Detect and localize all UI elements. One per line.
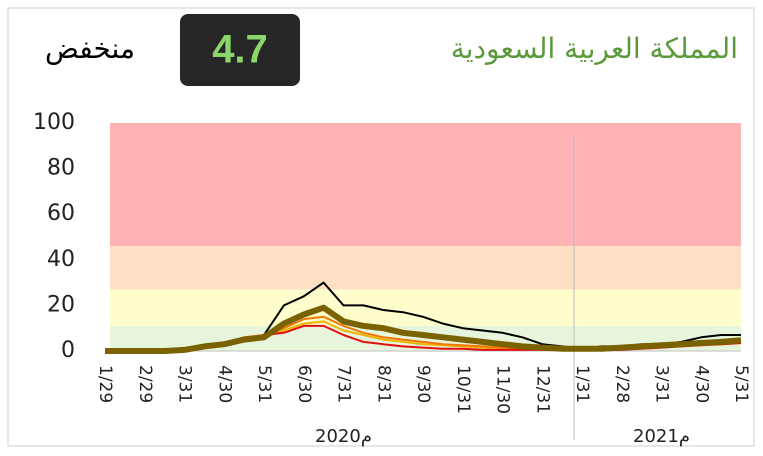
x-tick-label: 7/31	[334, 365, 354, 403]
x-tick-label: 1/29	[95, 365, 115, 403]
x-tick-label: 6/30	[294, 365, 314, 403]
y-tick-label: 40	[47, 247, 75, 272]
chart-title: المملكة العربية السعودية	[451, 32, 738, 65]
y-tick-label: 0	[61, 338, 75, 363]
year-label: 2020م	[315, 426, 372, 447]
series-line	[105, 304, 742, 354]
y-tick-label: 20	[47, 292, 75, 317]
x-tick-label: 8/31	[373, 365, 393, 403]
band	[110, 289, 741, 326]
x-tick-label: 10/31	[453, 365, 473, 414]
x-tick-label: 1/31	[572, 365, 592, 403]
x-tick-label: 5/31	[254, 365, 274, 403]
x-tick-label: 2/29	[135, 365, 155, 403]
x-tick-label: 2/28	[612, 365, 632, 403]
x-tick-label: 3/31	[175, 365, 195, 403]
status-label: منخفض	[45, 32, 135, 65]
x-tick-label: 4/30	[691, 365, 711, 403]
band	[110, 123, 741, 247]
value-box	[180, 14, 300, 86]
x-tick-label: 4/30	[214, 365, 234, 403]
band	[110, 246, 741, 290]
x-tick-label: 11/30	[493, 365, 513, 414]
y-tick-label: 100	[33, 110, 75, 135]
year-label: 2021م	[633, 426, 690, 447]
y-tick-label: 80	[47, 156, 75, 181]
x-tick-label: 12/31	[532, 365, 552, 414]
headline-value: 4.7	[212, 28, 268, 72]
x-tick-label: 3/31	[652, 365, 672, 403]
x-tick-label: 5/31	[731, 365, 751, 403]
x-tick-label: 9/30	[413, 365, 433, 403]
y-tick-label: 60	[47, 201, 75, 226]
